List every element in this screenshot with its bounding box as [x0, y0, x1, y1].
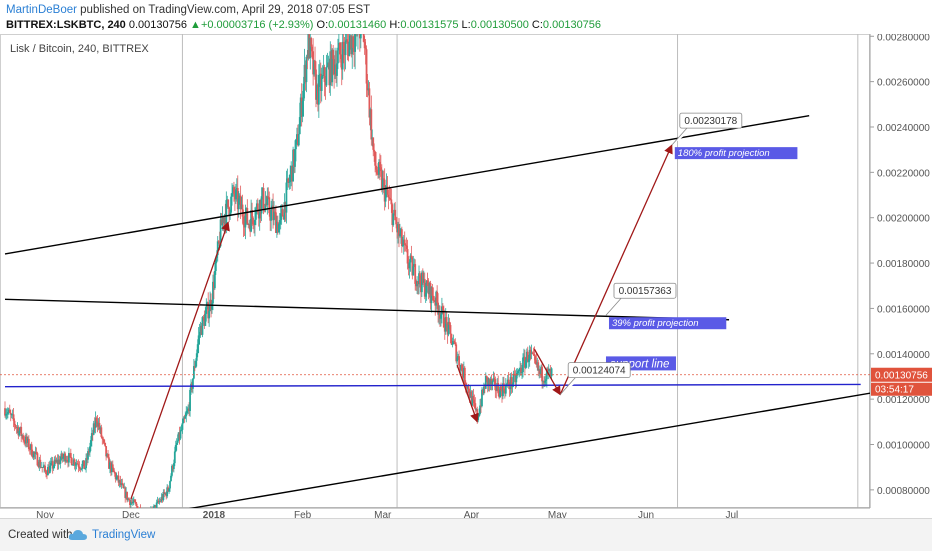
candle-body: [112, 464, 114, 468]
plot-border: [1, 35, 870, 508]
candle-body: [104, 443, 106, 446]
candle-body: [270, 210, 272, 221]
quote-bar: BITTREX:LSKBTC, 240 0.00130756 ▲+0.00003…: [6, 19, 601, 31]
x-tick-label: Jul: [726, 510, 739, 518]
candle-body: [486, 376, 488, 377]
y-tick-label: 0.00180000: [877, 259, 930, 270]
countdown-badge: 03:54:17: [875, 385, 914, 396]
high-value: 0.00131575: [400, 19, 458, 31]
tradingview-cloud-icon: [68, 528, 88, 542]
projection-arrow: [131, 222, 228, 499]
chart-header: MartinDeBoer published on TradingView.co…: [0, 0, 932, 34]
candle-body: [103, 440, 105, 443]
low-value: 0.00130500: [471, 19, 529, 31]
y-axis: 0.00280000 0.00260000 0.00240000 0.00220000…: [870, 34, 930, 508]
x-tick-label: Apr: [464, 510, 480, 518]
candle-body: [360, 34, 362, 38]
candle-body: [263, 188, 265, 210]
publish-info: MartinDeBoer published on TradingView.co…: [6, 4, 370, 16]
candle-body: [458, 356, 460, 365]
trendline-upper-channel: [5, 116, 809, 254]
last-price: 0.00130756: [129, 19, 187, 31]
x-tick-label: Mar: [374, 510, 392, 518]
high-label: H:: [389, 19, 400, 31]
y-tick-label: 0.00120000: [877, 395, 930, 406]
candle-body: [144, 512, 146, 517]
publish-text: published on TradingView.com, April 29, …: [80, 4, 370, 16]
candle-body: [71, 458, 73, 465]
candle-body: [298, 134, 300, 145]
candle-body: [151, 509, 153, 510]
up-triangle-icon: ▲: [190, 19, 201, 31]
callout-pointer: [606, 297, 630, 315]
candle-body: [141, 515, 143, 516]
callouts: 0.00230178 180% profit projection 0.001573…: [560, 113, 797, 394]
y-tick-label: 0.00260000: [877, 78, 930, 89]
y-tick-label: 0.00240000: [877, 123, 930, 134]
candle-body: [345, 40, 347, 55]
candle-body: [142, 513, 144, 517]
callout-value: 0.00230178: [684, 116, 737, 127]
candle-body: [192, 379, 194, 389]
instrument-label: Lisk / Bitcoin, 240, BITTREX: [10, 43, 149, 55]
open-label: O:: [317, 19, 329, 31]
candle-body: [246, 208, 248, 224]
callout-label: 39% profit projection: [612, 318, 699, 329]
candle-body: [83, 460, 85, 468]
candle-body: [337, 50, 339, 63]
candle-body: [412, 266, 414, 275]
author-link[interactable]: MartinDeBoer: [6, 4, 77, 16]
candle-body: [450, 325, 452, 334]
y-tick-label: 0.00100000: [877, 440, 930, 451]
close-value: 0.00130756: [543, 19, 601, 31]
open-value: 0.00131460: [328, 19, 386, 31]
y-tick-label: 0.00160000: [877, 304, 930, 315]
candle-body: [227, 199, 229, 207]
trendline-lower-channel: [180, 392, 875, 510]
close-label: C:: [532, 19, 543, 31]
candle-body: [152, 510, 154, 514]
candle-body: [136, 504, 138, 507]
candle-body: [174, 451, 176, 463]
callout-value: 0.00157363: [619, 286, 672, 297]
candle-body: [208, 311, 210, 318]
y-tick-label: 0.00280000: [877, 34, 930, 43]
projection-arrow: [457, 365, 477, 422]
support-line: [5, 384, 861, 386]
last-price-badge: 0.00130756: [875, 371, 928, 382]
created-with-text: Created with: [8, 529, 73, 541]
callout-value: 0.00124074: [573, 366, 626, 377]
price-chart[interactable]: Lisk / Bitcoin, 240, BITTREX0.002800000.…: [0, 34, 932, 518]
candle-body: [182, 423, 184, 430]
price-change: +0.00003716 (+2.93%): [201, 19, 314, 31]
candle-body: [143, 512, 145, 517]
candle-body: [150, 509, 152, 512]
candles: [4, 34, 552, 518]
callout-label: 180% profit projection: [678, 148, 770, 159]
candle-body: [169, 481, 171, 488]
x-tick-label: Feb: [294, 510, 312, 518]
tradingview-link[interactable]: TradingView: [92, 529, 155, 541]
candle-body: [149, 512, 151, 515]
x-tick-label: Nov: [36, 510, 54, 518]
symbol-label[interactable]: BITTREX:LSKBTC, 240: [6, 19, 126, 31]
candle-body: [326, 67, 328, 85]
y-tick-label: 0.00080000: [877, 486, 930, 497]
x-tick-label: 2018: [203, 510, 226, 518]
y-tick-label: 0.00220000: [877, 168, 930, 179]
candle-body: [140, 508, 142, 515]
footer-bar: Created with TradingView: [0, 518, 932, 551]
y-tick-label: 0.00140000: [877, 350, 930, 361]
x-tick-label: Dec: [122, 510, 140, 518]
candle-body: [141, 513, 143, 515]
y-tick-label: 0.00200000: [877, 214, 930, 225]
x-tick-label: Jun: [638, 510, 654, 518]
low-label: L:: [462, 19, 471, 31]
candle-body: [153, 506, 155, 513]
candle-body: [541, 367, 543, 382]
x-tick-label: May: [548, 510, 567, 518]
x-axis: Nov Dec 2018 Feb Mar Apr May Jun Jul: [0, 508, 870, 518]
candle-body: [180, 430, 182, 438]
